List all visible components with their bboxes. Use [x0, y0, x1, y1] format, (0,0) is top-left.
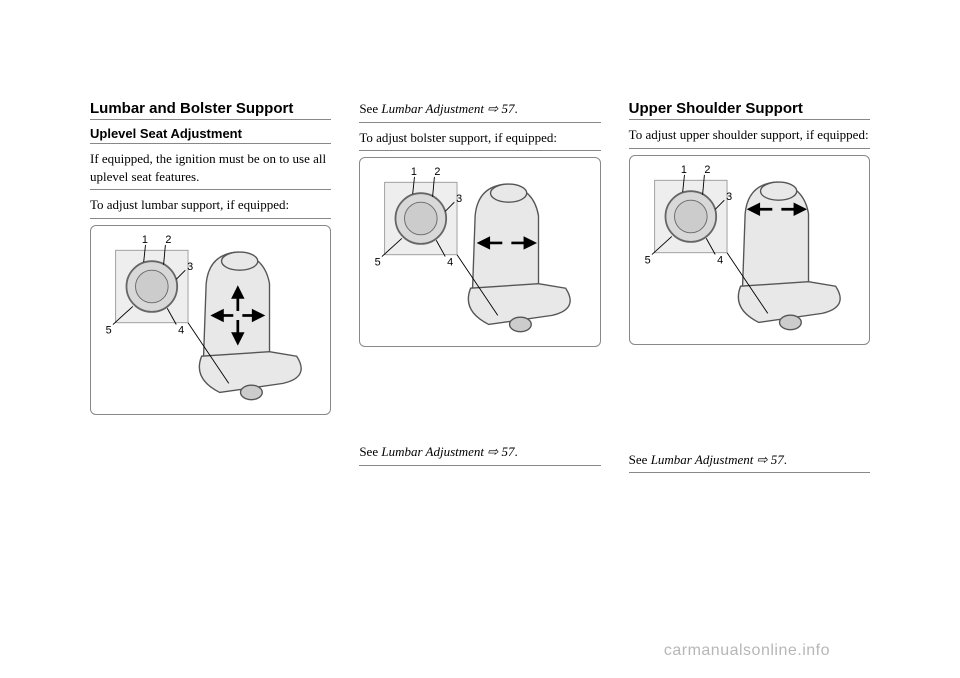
ref-page: ⇨ 57 — [484, 101, 514, 116]
ref-text: See — [359, 101, 381, 116]
figure-lumbar: 1 2 3 4 5 — [90, 225, 331, 415]
ref-page: ⇨ 57 — [484, 444, 514, 459]
svg-text:5: 5 — [375, 257, 381, 269]
ref-period: . — [784, 452, 787, 467]
column-3: Upper Shoulder Support To adjust upper s… — [629, 100, 870, 479]
ref-lumbar-3: See Lumbar Adjustment ⇨ 57. — [629, 451, 870, 474]
dial-label-4: 4 — [178, 324, 184, 336]
watermark: carmanualsonline.info — [664, 642, 830, 660]
subheading-uplevel: Uplevel Seat Adjustment — [90, 126, 331, 144]
figure-shoulder: 1 2 3 4 5 — [629, 155, 870, 345]
ref-text: See — [629, 452, 651, 467]
dial-label-2: 2 — [165, 234, 171, 246]
ref-link-text: Lumbar Adjustment — [651, 452, 754, 467]
svg-text:3: 3 — [456, 193, 462, 205]
ref-link-text: Lumbar Adjustment — [381, 101, 484, 116]
dial-label-5: 5 — [106, 324, 112, 336]
seat-diagram-lumbar-icon: 1 2 3 4 5 — [99, 234, 322, 406]
ref-link-text: Lumbar Adjustment — [381, 444, 484, 459]
dial-label-1: 1 — [142, 234, 148, 246]
dial-label-3: 3 — [187, 261, 193, 273]
para-adjust-bolster: To adjust bolster support, if equipped: — [359, 129, 600, 152]
svg-text:2: 2 — [704, 164, 710, 176]
ref-page: ⇨ 57 — [753, 452, 783, 467]
ref-lumbar-2: See Lumbar Adjustment ⇨ 57. — [359, 443, 600, 466]
svg-text:2: 2 — [435, 166, 441, 178]
seat-diagram-bolster-icon: 1 2 3 4 5 — [368, 166, 591, 338]
ref-lumbar-1: See Lumbar Adjustment ⇨ 57. — [359, 100, 600, 123]
para-ignition: If equipped, the ignition must be on to … — [90, 150, 331, 190]
svg-text:5: 5 — [644, 254, 650, 266]
ref-text: See — [359, 444, 381, 459]
svg-text:3: 3 — [726, 191, 732, 203]
svg-text:1: 1 — [681, 164, 687, 176]
ref-period: . — [514, 101, 517, 116]
svg-text:4: 4 — [717, 254, 723, 266]
para-adjust-lumbar: To adjust lumbar support, if equipped: — [90, 196, 331, 219]
para-adjust-shoulder: To adjust upper shoulder support, if equ… — [629, 126, 870, 149]
seat-diagram-shoulder-icon: 1 2 3 4 5 — [638, 164, 861, 336]
heading-lumbar-bolster: Lumbar and Bolster Support — [90, 100, 331, 120]
column-2: See Lumbar Adjustment ⇨ 57. To adjust bo… — [359, 100, 600, 479]
heading-upper-shoulder: Upper Shoulder Support — [629, 100, 870, 120]
ref-period: . — [514, 444, 517, 459]
page-content: Lumbar and Bolster Support Uplevel Seat … — [0, 0, 960, 519]
svg-text:1: 1 — [411, 166, 417, 178]
svg-text:4: 4 — [447, 257, 453, 269]
column-1: Lumbar and Bolster Support Uplevel Seat … — [90, 100, 331, 479]
figure-bolster: 1 2 3 4 5 — [359, 157, 600, 347]
